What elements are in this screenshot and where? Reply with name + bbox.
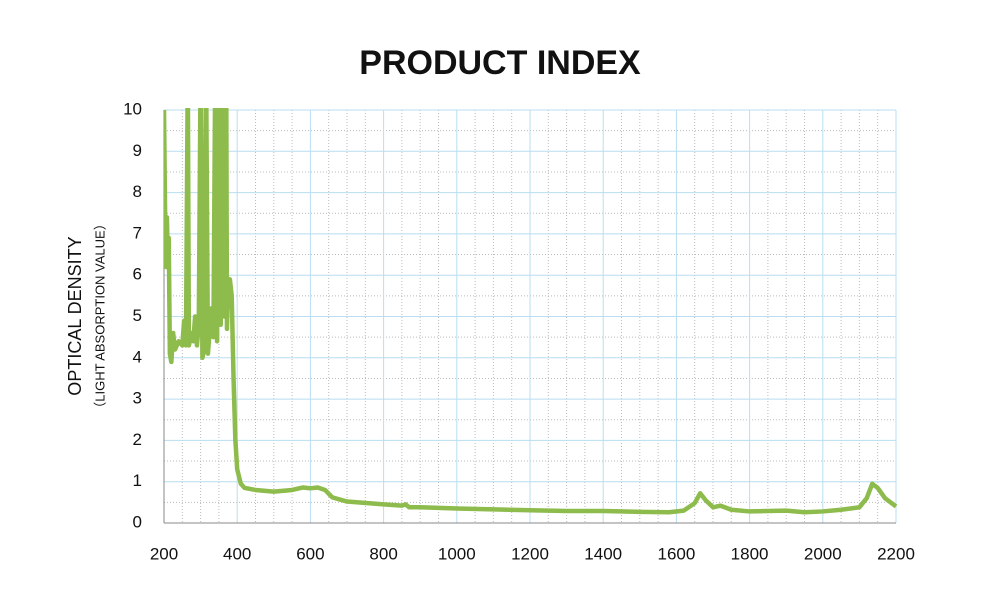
x-tick-label: 400 xyxy=(223,544,251,563)
x-tick-label: 2200 xyxy=(877,544,915,563)
y-tick-label: 8 xyxy=(133,182,142,201)
y-tick-label: 6 xyxy=(133,265,142,284)
x-tick-label: 2000 xyxy=(804,544,842,563)
grid xyxy=(163,109,897,524)
y-axis-sublabel: （LIGHT ABSORPTION VALUE） xyxy=(92,217,107,414)
x-tick-label: 1000 xyxy=(438,544,476,563)
y-tick-label: 9 xyxy=(133,141,142,160)
x-tick-label: 1400 xyxy=(584,544,622,563)
x-tick-label: 200 xyxy=(150,544,178,563)
plot xyxy=(164,108,898,515)
y-tick-label: 1 xyxy=(133,471,142,490)
x-tick-label: 600 xyxy=(296,544,324,563)
data-line xyxy=(164,108,898,515)
y-tick-label: 3 xyxy=(133,389,142,408)
y-tick-label: 4 xyxy=(133,347,142,366)
y-tick-label: 0 xyxy=(133,512,142,531)
y-tick-label: 5 xyxy=(133,306,142,325)
x-tick-label: 1200 xyxy=(511,544,549,563)
x-tick-label: 1600 xyxy=(657,544,695,563)
x-tick-label: 1800 xyxy=(731,544,769,563)
chart-title: PRODUCT INDEX xyxy=(359,44,641,82)
x-tick-label: 800 xyxy=(369,544,397,563)
y-tick-label: 7 xyxy=(133,223,142,242)
y-tick-label: 10 xyxy=(123,99,142,118)
y-axis-label: OPTICAL DENSITY xyxy=(65,236,85,395)
y-tick-label: 2 xyxy=(133,430,142,449)
